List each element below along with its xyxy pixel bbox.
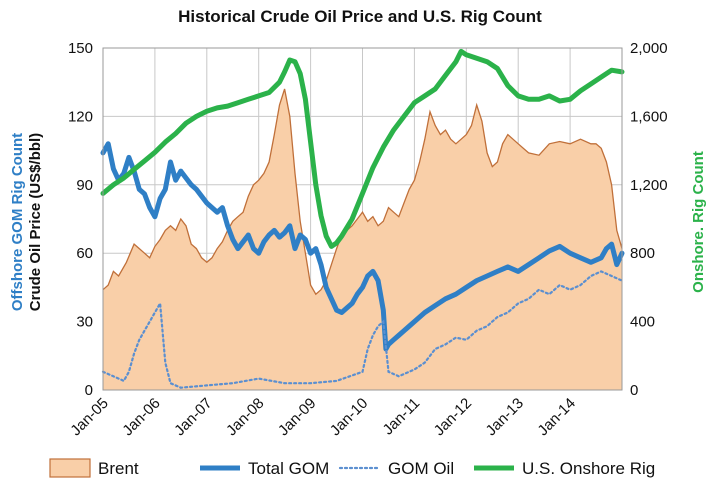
left-tick-label: 60 [76,245,93,262]
legend-label-gom-oil: GOM Oil [388,459,454,478]
left-tick-label: 30 [76,314,93,331]
left-tick-label: 0 [85,382,93,399]
x-tick-label: Jan-08 [223,395,267,439]
x-tick-label: Jan-06 [119,395,163,439]
x-tick-label: Jan-12 [431,395,475,439]
legend-swatch-brent [49,458,91,478]
x-tick-label: Jan-07 [171,395,215,439]
right-tick-label: 800 [630,245,655,262]
series-total-gom-line [100,141,625,352]
right-tick-label: 0 [630,382,638,399]
legend-label-brent: Brent [98,459,139,478]
left-tick-label: 150 [68,40,93,57]
x-tick-label: Jan-14 [534,395,578,439]
x-tick-label: Jan-10 [327,395,371,439]
right-tick-label: 2,000 [630,40,668,57]
chart-title: Historical Crude Oil Price and U.S. Rig … [178,7,542,26]
left-axis-label-crude: Crude Oil Price (US$/bbl) [27,133,44,311]
legend-label-total-gom: Total GOM [248,459,329,478]
right-tick-label: 400 [630,314,655,331]
right-axis-label: Onshore. Rig Count [690,151,707,293]
series-u-s-onshore-rig-line [100,48,625,249]
series-brent-area [103,89,622,390]
right-tick-label: 1,600 [630,108,668,125]
legend-label-u-s-onshore-rig: U.S. Onshore Rig [522,459,655,478]
plot-area [100,48,625,390]
x-tick-label: Jan-11 [380,395,424,439]
x-tick-label: Jan-05 [67,395,111,439]
left-tick-label: 120 [68,108,93,125]
left-tick-label: 90 [76,177,93,194]
left-axis-label-offshore: Offshore GOM Rig Count [9,133,26,311]
right-tick-label: 1,200 [630,177,668,194]
x-tick-label: Jan-09 [275,395,319,439]
series-gom-oil-line [101,270,624,389]
x-tick-label: Jan-13 [483,395,527,439]
legend: Brent Total GOM GOM Oil U.S. Onshore Rig [49,458,655,478]
plot-frame [102,47,623,391]
